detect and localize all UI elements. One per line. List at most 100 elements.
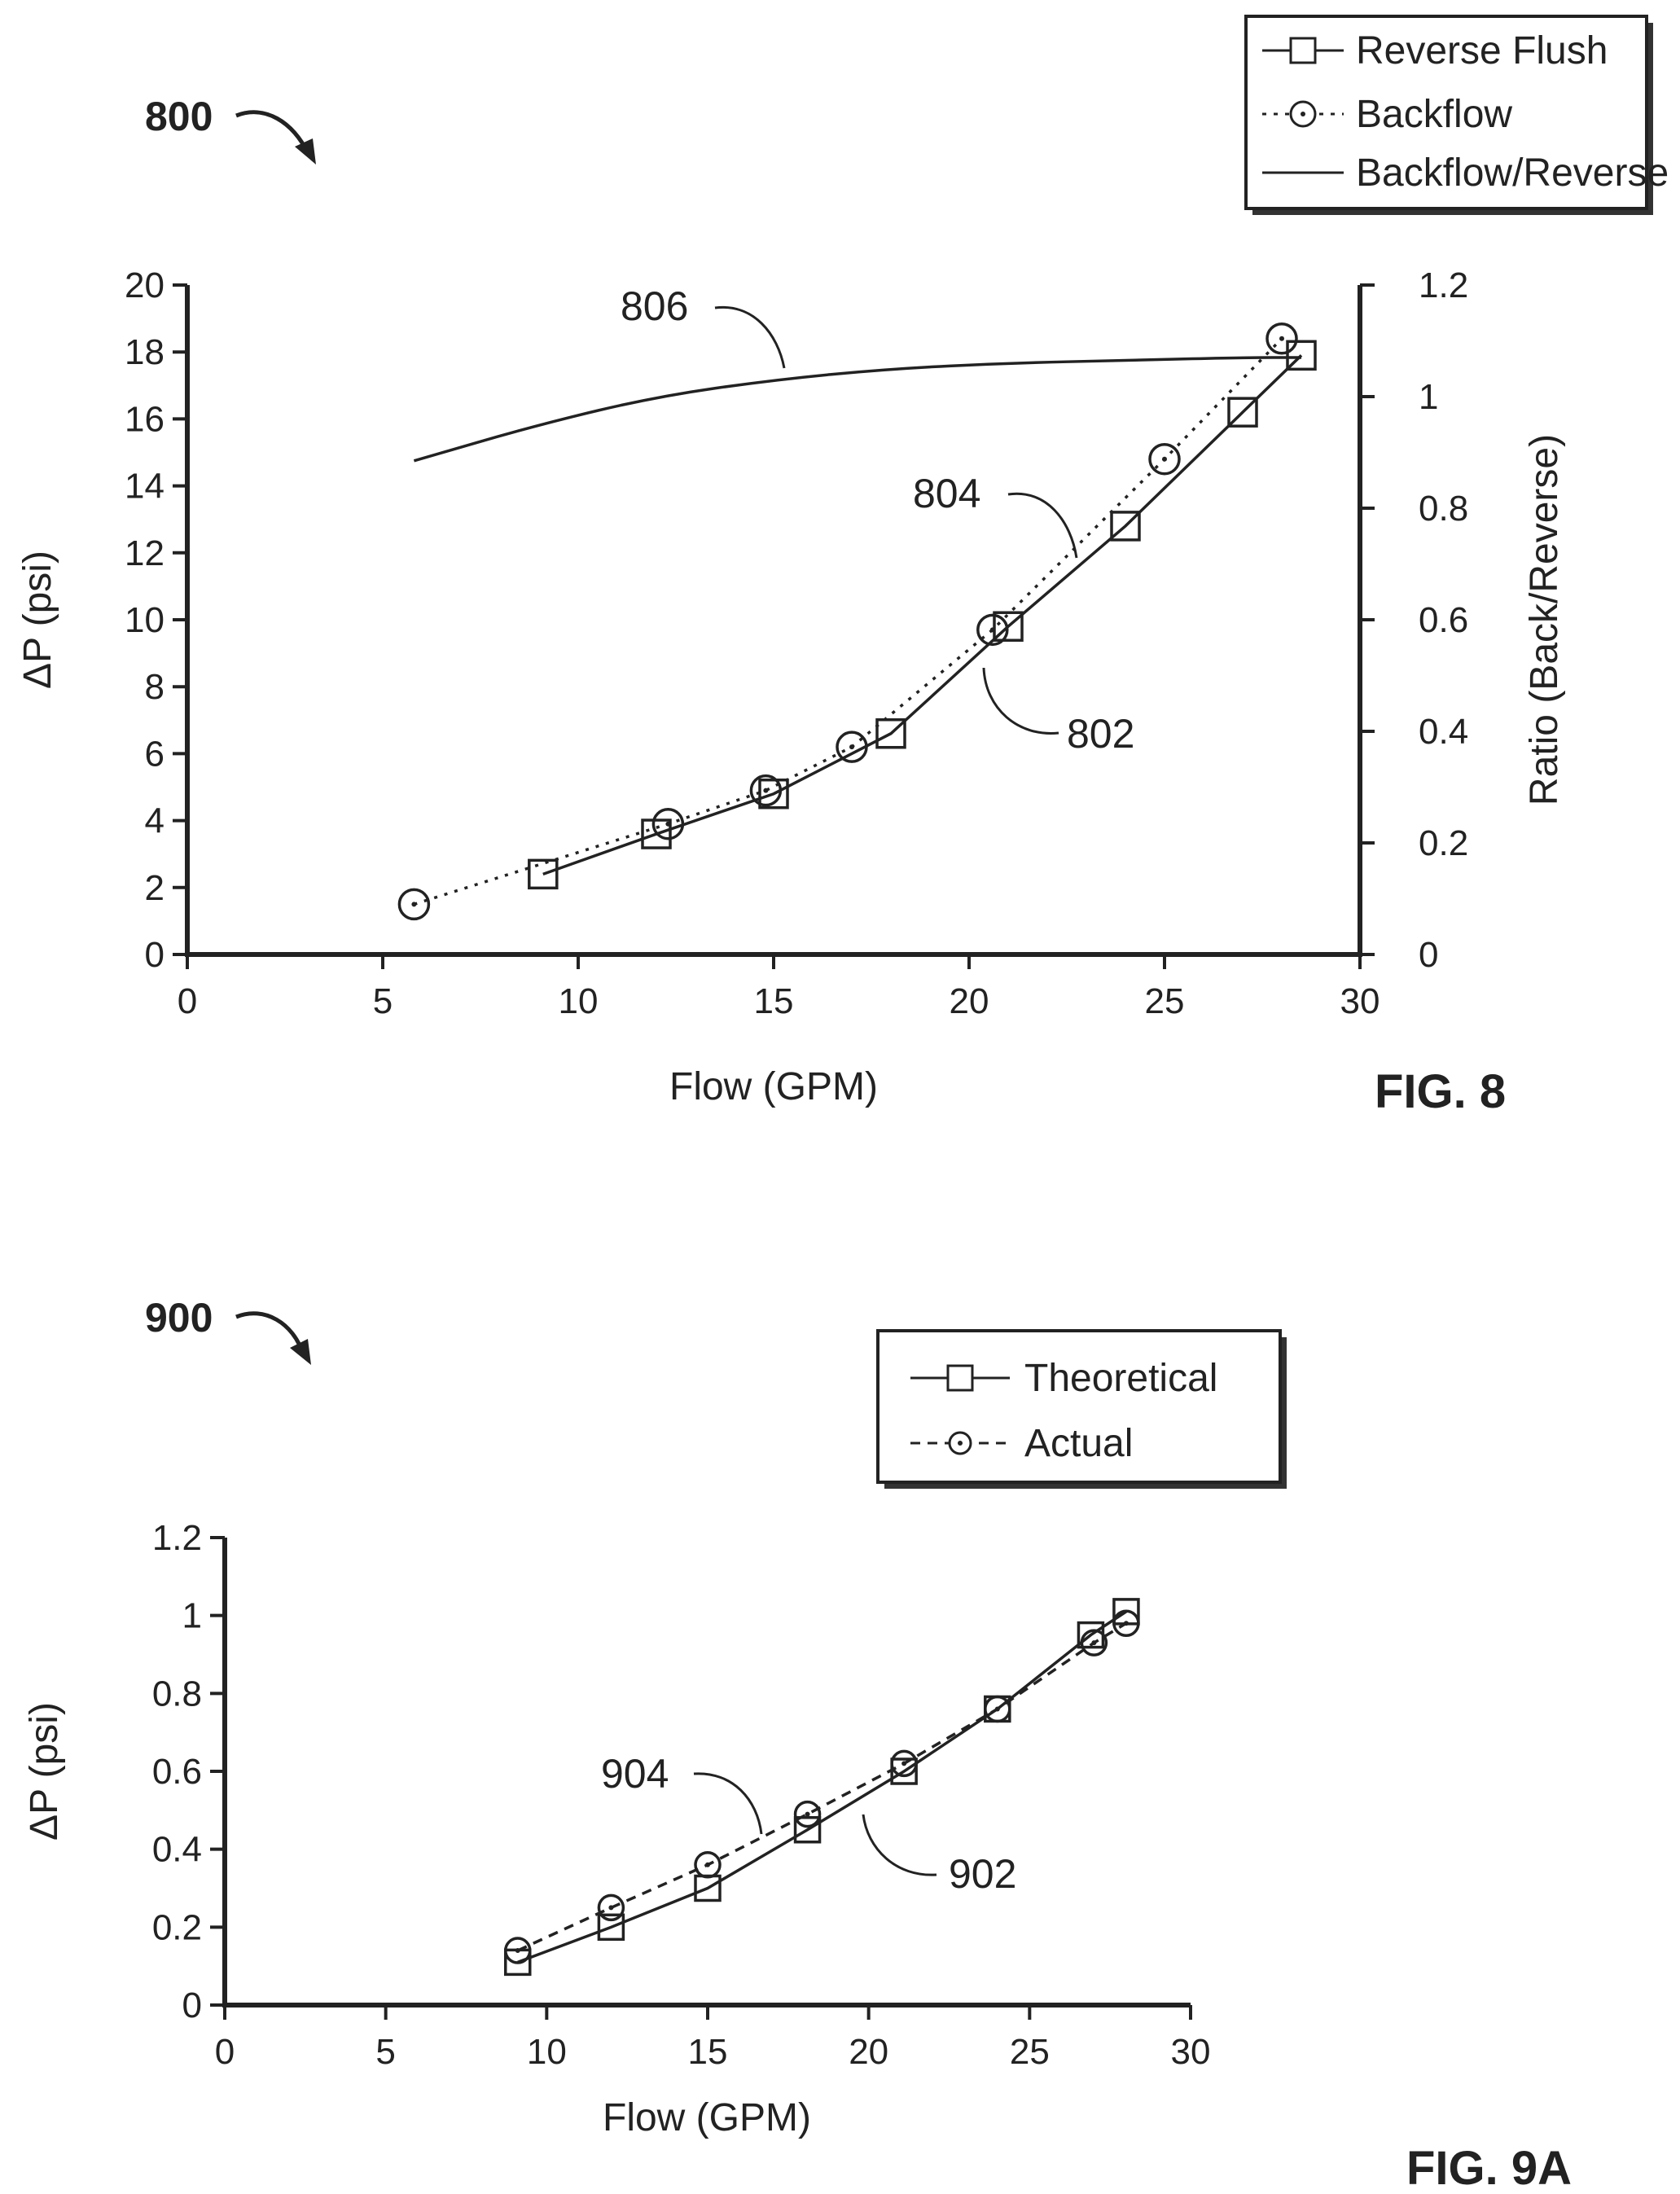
fig9a-x-axis-title: Flow (GPM) bbox=[603, 2096, 811, 2139]
fig8-y-tick-label: 20 bbox=[125, 265, 164, 305]
fig9a-series-1-circle-marker bbox=[694, 1851, 722, 1879]
fig9a-series-1-circle-center bbox=[705, 1862, 710, 1867]
fig9a-series-1-circle-marker bbox=[504, 1937, 532, 1964]
fig9a-series-0-square-marker bbox=[793, 1816, 822, 1844]
fig8-callout-806: 806 bbox=[621, 283, 688, 329]
fig8-y2-tick-label: 0 bbox=[1419, 935, 1438, 975]
fig8-y2-tick-label: 1 bbox=[1419, 377, 1438, 417]
fig9a-y-axis-title: ΔP (psi) bbox=[23, 1702, 66, 1841]
fig8-x-ticks: 0 5 10 15 20 25 30 bbox=[178, 954, 1380, 1021]
fig9a-series-1-circle-marker bbox=[984, 1695, 1011, 1723]
fig9a-y-tick-label: 1.2 bbox=[152, 1518, 202, 1558]
fig8-legend: Reverse Flush Backflow Backflow/Reverse bbox=[1244, 15, 1669, 215]
fig8-x-tick-label: 15 bbox=[754, 981, 794, 1021]
fig8-series-1-circle-center bbox=[665, 821, 671, 827]
fig9a-series-1-circle-center bbox=[901, 1761, 907, 1766]
fig9a-legend-label-theoretical: Theoretical bbox=[1024, 1357, 1217, 1400]
fig8-reference-arrowhead bbox=[295, 138, 316, 165]
fig9a-series-1-circle-center bbox=[608, 1905, 614, 1911]
fig9a-reference-arrowhead bbox=[290, 1339, 311, 1365]
fig8-x-tick-label: 10 bbox=[559, 981, 599, 1021]
fig8-callout-806-leader bbox=[714, 305, 786, 369]
fig8-reference-number: 800 bbox=[145, 94, 213, 139]
fig8-x-tick-label: 25 bbox=[1145, 981, 1185, 1021]
fig9a-x-tick-label: 20 bbox=[849, 2032, 888, 2072]
fig9a-series-1-circle-center bbox=[515, 1948, 520, 1954]
fig8-x-tick-label: 0 bbox=[178, 981, 197, 1021]
fig9a-legend-marker-dot bbox=[958, 1441, 963, 1446]
fig9a-y-tick-label: 0.6 bbox=[152, 1752, 202, 1792]
fig8-series-0-square-marker bbox=[993, 611, 1024, 642]
fig8-x-tick-label: 5 bbox=[373, 981, 393, 1021]
fig9a-y-tick-label: 0.4 bbox=[152, 1830, 202, 1870]
fig8-y2-tick-label: 0.4 bbox=[1419, 712, 1468, 752]
fig9a-callout-904-leader bbox=[693, 1772, 763, 1835]
fig9a-series-1-circle-marker bbox=[1080, 1629, 1108, 1656]
fig8-y-ticks: 0 2 4 6 8 10 12 14 16 18 20 bbox=[125, 265, 187, 975]
fig9a-x-tick-label: 25 bbox=[1010, 2032, 1050, 2072]
fig9a-legend-frame bbox=[876, 1329, 1282, 1484]
fig8-series-1-circle-marker bbox=[1265, 323, 1298, 355]
fig8-series-1-circle-center bbox=[849, 744, 854, 750]
fig8-series-1-circle-marker bbox=[976, 613, 1009, 647]
fig9a-x-tick-label: 5 bbox=[375, 2032, 395, 2072]
fig8-series-1-circle-marker bbox=[397, 888, 431, 921]
fig8-y-tick-label: 8 bbox=[145, 667, 164, 707]
fig8-series-1-circle-marker bbox=[651, 807, 685, 840]
fig8-legend-marker-dot bbox=[1301, 112, 1305, 116]
fig8-y-tick-label: 2 bbox=[145, 868, 164, 908]
fig8-series-0-square-marker bbox=[528, 858, 559, 890]
fig8-legend-marker-square bbox=[1289, 37, 1317, 64]
fig8-series-line-2 bbox=[413, 356, 1301, 463]
fig8-legend-label-reverse-flush: Reverse Flush bbox=[1356, 29, 1608, 72]
fig8-y-tick-label: 16 bbox=[125, 399, 164, 439]
fig8-y-tick-label: 4 bbox=[145, 801, 164, 841]
fig8-series-0-square-marker bbox=[641, 818, 672, 849]
fig8-series-group bbox=[397, 323, 1317, 921]
fig9a-callout-904: 904 bbox=[601, 1751, 669, 1797]
fig8-legend-label-backflow: Backflow bbox=[1356, 93, 1512, 136]
fig8-y2-tick-label: 0.8 bbox=[1419, 489, 1468, 529]
fig8-x-tick-label: 20 bbox=[950, 981, 989, 1021]
fig8-y-tick-label: 12 bbox=[125, 533, 164, 573]
fig9a-series-1-circle-center bbox=[1091, 1640, 1097, 1646]
fig8-callout-804-leader bbox=[1007, 492, 1078, 559]
fig9a-figure-label: FIG. 9A bbox=[1406, 2142, 1572, 2194]
fig9a-series-1-circle-center bbox=[1123, 1621, 1129, 1626]
figure-9a: 900 Theoretical Actual 0 5 10 15 20 25 30 0 0.2… bbox=[23, 1295, 1572, 2194]
fig8-callout-802: 802 bbox=[1067, 711, 1134, 757]
figure-8: 800 Reverse Flush Backflow Backflow/Reve… bbox=[16, 15, 1669, 1118]
fig8-y2-tick-label: 0.6 bbox=[1419, 600, 1468, 640]
fig9a-series-1-circle-center bbox=[805, 1811, 810, 1817]
fig8-y-tick-label: 6 bbox=[145, 734, 164, 774]
fig8-y2-axis-title: Ratio (Back/Reverse) bbox=[1523, 434, 1566, 805]
fig8-y-tick-label: 18 bbox=[125, 332, 164, 372]
fig9a-legend-label-actual: Actual bbox=[1024, 1422, 1133, 1465]
fig8-y-tick-label: 10 bbox=[125, 600, 164, 640]
fig8-figure-label: FIG. 8 bbox=[1375, 1065, 1506, 1118]
fig9a-x-tick-label: 10 bbox=[527, 2032, 567, 2072]
fig9a-y-tick-label: 0.8 bbox=[152, 1674, 202, 1714]
fig8-series-0-square-marker bbox=[1110, 511, 1141, 542]
fig9a-series-line-0 bbox=[517, 1610, 1127, 1964]
fig9a-series-1-circle-marker bbox=[890, 1749, 918, 1778]
fig9a-series-1-circle-marker bbox=[597, 1893, 625, 1922]
fig9a-y-ticks: 0 0.2 0.4 0.6 0.8 1 1.2 bbox=[152, 1518, 225, 2025]
fig8-x-axis-title: Flow (GPM) bbox=[669, 1065, 878, 1108]
fig8-series-1-circle-center bbox=[763, 788, 769, 793]
fig9a-series-0-square-marker bbox=[597, 1913, 625, 1942]
fig8-series-0-square-marker bbox=[1227, 397, 1258, 428]
fig9a-y-tick-label: 1 bbox=[182, 1596, 202, 1636]
fig9a-callout-902-leader bbox=[862, 1814, 937, 1876]
fig8-y-axis-title: ΔP (psi) bbox=[16, 551, 59, 689]
fig8-series-1-circle-center bbox=[411, 902, 417, 907]
fig8-series-1-circle-marker bbox=[1148, 442, 1181, 476]
fig8-x-tick-label: 30 bbox=[1340, 981, 1380, 1021]
fig9a-legend-marker-square bbox=[946, 1364, 974, 1392]
fig8-legend-label-ratio: Backflow/Reverse bbox=[1356, 151, 1669, 195]
fig8-series-1-circle-marker bbox=[836, 731, 868, 763]
fig9a-series-1-circle-marker bbox=[793, 1800, 822, 1828]
fig9a-x-tick-label: 30 bbox=[1171, 2032, 1211, 2072]
fig8-series-1-circle-center bbox=[989, 627, 995, 633]
